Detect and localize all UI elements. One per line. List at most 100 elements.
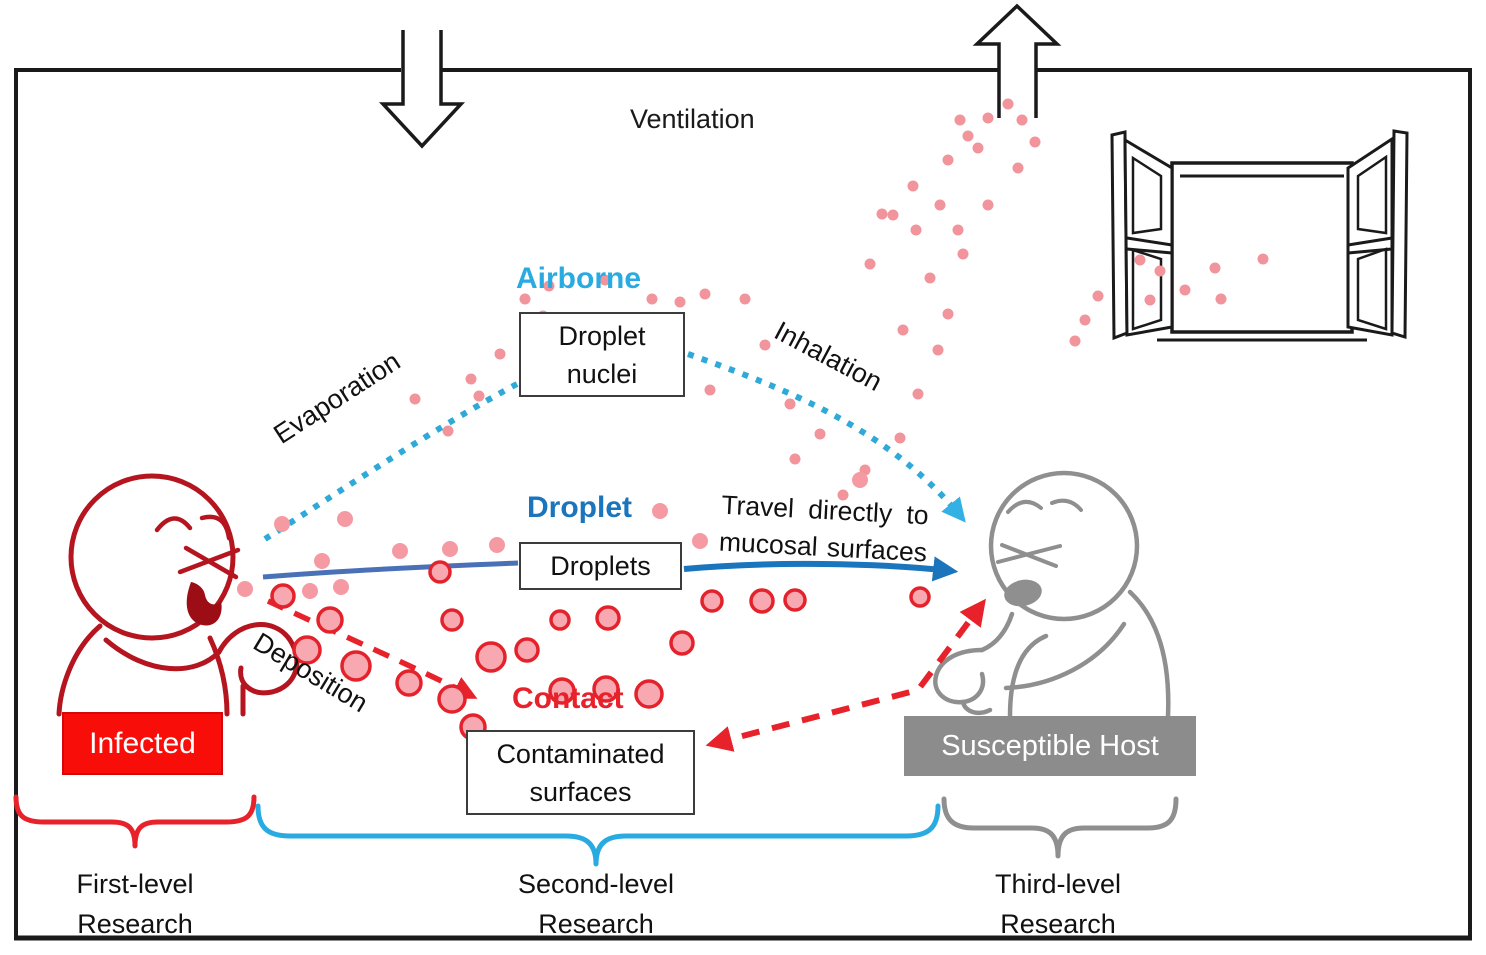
particle-dot: [1215, 293, 1227, 305]
second-level-research-label: Second-level Research: [471, 864, 721, 944]
particle-dot: [652, 503, 668, 519]
particle-dot: [1079, 314, 1091, 326]
particle-dot: [957, 248, 969, 260]
aerosol-particles-small: [409, 98, 1269, 501]
particle-dot: [739, 293, 751, 305]
droplet-particles-large: [270, 560, 931, 741]
first-level-brace: [13, 794, 257, 849]
particle-dot: [333, 579, 349, 595]
particle-dot: [1092, 290, 1104, 302]
particle-dot: [783, 588, 807, 612]
particle-dot: [952, 224, 964, 236]
third-level-line2: Research: [1000, 909, 1116, 939]
particle-dot: [270, 583, 296, 609]
particle-dot: [897, 324, 909, 336]
evaporation-dotted-line: [263, 381, 519, 542]
particle-dot: [934, 199, 946, 211]
particle-dot: [274, 516, 290, 532]
particle-dot: [837, 489, 849, 501]
particle-dot: [292, 635, 322, 665]
particle-dot: [475, 641, 507, 673]
particle-dot: [237, 581, 253, 597]
particle-dot: [302, 583, 318, 599]
airborne-route-title: Airborne: [516, 262, 642, 295]
ventilation-outflow-arrow: [972, 3, 1062, 118]
droplet-particles-medium: [237, 472, 868, 599]
particle-dot: [340, 650, 372, 682]
particle-dot: [494, 348, 506, 360]
particle-dot: [907, 180, 919, 192]
particle-dot: [669, 630, 695, 656]
particle-dot: [428, 560, 452, 584]
particle-dot: [942, 308, 954, 320]
particle-dot: [789, 453, 801, 465]
particle-dot: [1012, 162, 1024, 174]
particle-dot: [489, 537, 505, 553]
particle-dot: [912, 388, 924, 400]
particle-dot: [442, 541, 458, 557]
particle-dot: [894, 432, 906, 444]
ventilation-label: Ventilation: [630, 104, 755, 134]
particle-dot: [437, 684, 467, 714]
particle-dot: [646, 293, 658, 305]
particle-dot: [876, 208, 888, 220]
second-level-brace: [255, 803, 941, 867]
infected-label: Infected: [62, 712, 223, 775]
particle-dot: [314, 553, 330, 569]
first-level-line2: Research: [77, 909, 193, 939]
contaminated-surfaces-line1: Contaminated: [496, 738, 665, 769]
particle-dot: [548, 677, 576, 705]
particle-dot: [1002, 98, 1014, 110]
particle-dot: [954, 114, 966, 126]
particle-dot: [316, 606, 344, 634]
particle-dot: [442, 425, 454, 437]
droplet-nuclei-line2: nuclei: [566, 358, 638, 389]
infected-person-figure: [56, 473, 300, 717]
inhalation-dotted-arrow: [687, 351, 966, 523]
third-level-line1: Third-level: [994, 869, 1122, 899]
particle-dot: [1179, 284, 1191, 296]
ventilation-inflow-arrow: [378, 30, 466, 149]
first-level-research-label: First-level Research: [35, 864, 235, 944]
particle-dot: [1016, 114, 1028, 126]
particle-dot: [549, 609, 571, 631]
particle-dot: [465, 373, 477, 385]
droplet-arrow-right: [683, 556, 959, 582]
particle-dot: [1257, 253, 1269, 265]
particle-dot: [409, 393, 421, 405]
second-level-line1: Second-level: [517, 869, 675, 899]
particle-dot: [704, 384, 716, 396]
particle-dot: [982, 199, 994, 211]
particle-dot: [932, 344, 944, 356]
particle-dot: [1134, 254, 1146, 266]
particle-dot: [519, 293, 531, 305]
particle-dot: [784, 398, 796, 410]
droplets-box-label: Droplets: [550, 551, 651, 581]
particle-dot: [599, 274, 611, 286]
third-level-brace: [941, 796, 1179, 859]
particle-dot: [392, 543, 408, 559]
particle-dot: [864, 258, 876, 270]
contaminated-surfaces-line2: surfaces: [529, 776, 632, 807]
third-level-research-label: Third-level Research: [933, 864, 1183, 944]
particle-dot: [337, 511, 353, 527]
particle-dot: [910, 224, 922, 236]
particle-dot: [692, 533, 708, 549]
particle-dot: [674, 296, 686, 308]
particle-dot: [924, 272, 936, 284]
particle-dot: [942, 154, 954, 166]
droplets-box: Droplets: [519, 542, 682, 590]
particle-dot: [814, 428, 826, 440]
travel-annotation: Travel directly to mucosal surfaces: [698, 486, 950, 573]
susceptible-host-figure: [933, 470, 1171, 719]
contact-double-dashed-arrow: [705, 598, 986, 752]
particle-dot: [1209, 262, 1221, 274]
particle-dot: [592, 675, 620, 703]
droplet-nuclei-box: Droplet nuclei: [519, 312, 685, 397]
particle-dot: [982, 112, 994, 124]
particle-dot: [1069, 335, 1081, 347]
particle-dot: [395, 669, 423, 697]
contaminated-surfaces-box: Contaminated surfaces: [466, 730, 695, 815]
